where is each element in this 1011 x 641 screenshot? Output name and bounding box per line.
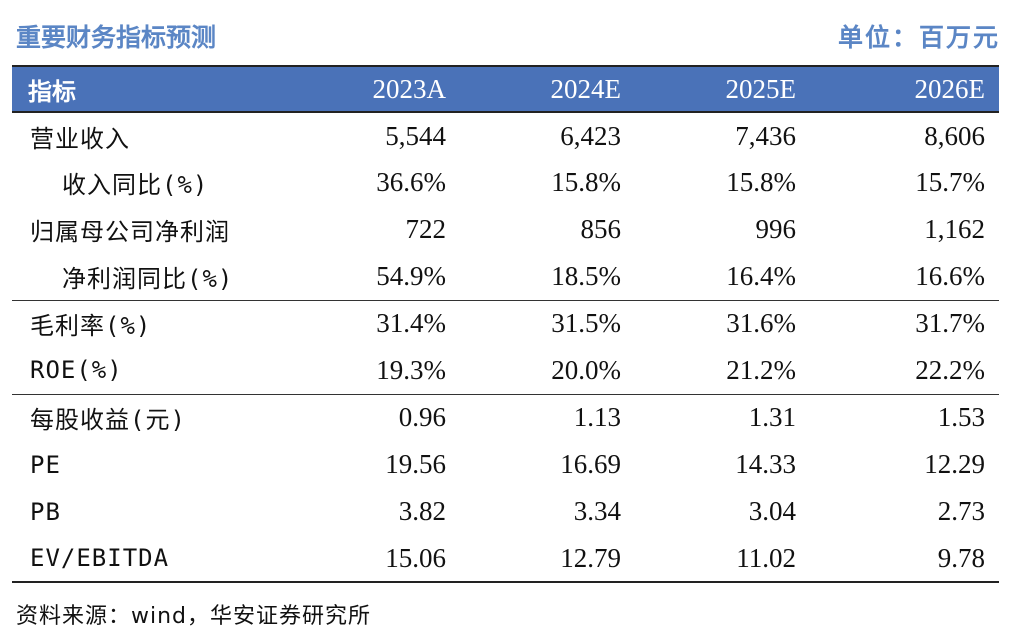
row-label: ROE(%) [30, 356, 123, 385]
table-cell: 12.79 [460, 535, 635, 583]
table-cell: 0.96 [277, 393, 460, 441]
column-header-2023a: 2023A [277, 65, 460, 113]
table-header-row: 指标 2023A 2024E 2025E 2026E [12, 65, 999, 113]
table-cell: 31.6% [635, 299, 810, 347]
table-cell: 16.4% [726, 260, 796, 291]
row-label: 毛利率(%) [12, 299, 277, 347]
table-cell: 15.7% [915, 167, 985, 197]
row-label: 每股收益(元) [12, 393, 277, 441]
column-header-2026e: 2026E [810, 65, 999, 113]
row-label: 净利润同比(%) [62, 264, 234, 293]
financial-forecast-table: 指标 2023A 2024E 2025E 2026E 营业收入 5,544 6,… [12, 65, 999, 583]
table-cell: 6,423 [560, 120, 621, 151]
title-bar: 重要财务指标预测 单位：百万元 [16, 16, 1000, 56]
row-label: PE [30, 450, 61, 479]
table-cell: 20.0% [551, 354, 621, 385]
column-header-metric: 指标 [12, 65, 277, 113]
row-label: EV/EBITDA [12, 535, 277, 583]
table-cell: 31.5% [460, 299, 635, 347]
table-cell: 1,162 [924, 214, 985, 244]
table-cell: 31.7% [810, 299, 999, 347]
table-cell: 8,606 [924, 120, 985, 151]
table-row-pe: PE 19.56 16.69 14.33 12.29 [12, 441, 999, 488]
source-note: 资料来源：wind，华安证券研究所 [16, 604, 372, 629]
column-header-2024e: 2024E [460, 65, 635, 113]
table-cell: 3.82 [398, 496, 446, 526]
row-label: PB [30, 497, 61, 526]
row-label: 营业收入 [30, 124, 130, 153]
table-cell: 16.6% [915, 260, 985, 291]
table-row-revenue-yoy: 收入同比(%) 36.6% 15.8% 15.8% 15.7% [12, 159, 999, 206]
table-cell: 1.53 [810, 393, 999, 441]
table-row-ev-ebitda: EV/EBITDA 15.06 12.79 11.02 9.78 [12, 535, 999, 583]
table-cell: 18.5% [551, 260, 621, 291]
table-cell: 11.02 [635, 535, 810, 583]
table-cell: 5,544 [385, 120, 446, 151]
table-row-gross-margin: 毛利率(%) 31.4% 31.5% 31.6% 31.7% [12, 299, 999, 347]
table-row-roe: ROE(%) 19.3% 20.0% 21.2% 22.2% [12, 347, 999, 394]
table-cell: 1.13 [460, 393, 635, 441]
table-cell: 19.3% [376, 354, 446, 385]
table-row-pb: PB 3.82 3.34 3.04 2.73 [12, 488, 999, 535]
unit-label: 单位：百万元 [837, 23, 1000, 52]
table-cell: 856 [580, 214, 622, 244]
row-label: 收入同比(%) [62, 171, 209, 199]
table-cell: 15.8% [726, 167, 796, 197]
table-cell: 15.8% [551, 167, 621, 197]
table-row-revenue: 营业收入 5,544 6,423 7,436 8,606 [12, 112, 999, 159]
table-cell: 1.31 [635, 393, 810, 441]
table-cell: 16.69 [560, 449, 621, 479]
table-cell: 996 [755, 214, 797, 244]
table-cell: 3.04 [748, 496, 796, 526]
table-row-net-profit: 归属母公司净利润 722 856 996 1,162 [12, 206, 999, 253]
table-cell: 21.2% [726, 354, 796, 385]
table-cell: 54.9% [376, 260, 446, 291]
table-title: 重要财务指标预测 [16, 23, 217, 52]
table-cell: 7,436 [735, 120, 796, 151]
table-cell: 31.4% [277, 299, 460, 347]
table-cell: 12.29 [924, 449, 985, 479]
table-cell: 9.78 [810, 535, 999, 583]
table-cell: 2.73 [937, 496, 985, 526]
table-row-eps: 每股收益(元) 0.96 1.13 1.31 1.53 [12, 393, 999, 441]
column-header-2025e: 2025E [635, 65, 810, 113]
table-cell: 14.33 [735, 449, 796, 479]
table-row-net-profit-yoy: 净利润同比(%) 54.9% 18.5% 16.4% 16.6% [12, 253, 999, 300]
table-cell: 3.34 [573, 496, 621, 526]
table-cell: 22.2% [915, 354, 985, 385]
table-cell: 722 [405, 214, 447, 244]
table-cell: 19.56 [385, 449, 446, 479]
row-label: 归属母公司净利润 [30, 218, 230, 246]
table-cell: 15.06 [277, 535, 460, 583]
table-cell: 36.6% [376, 167, 446, 197]
